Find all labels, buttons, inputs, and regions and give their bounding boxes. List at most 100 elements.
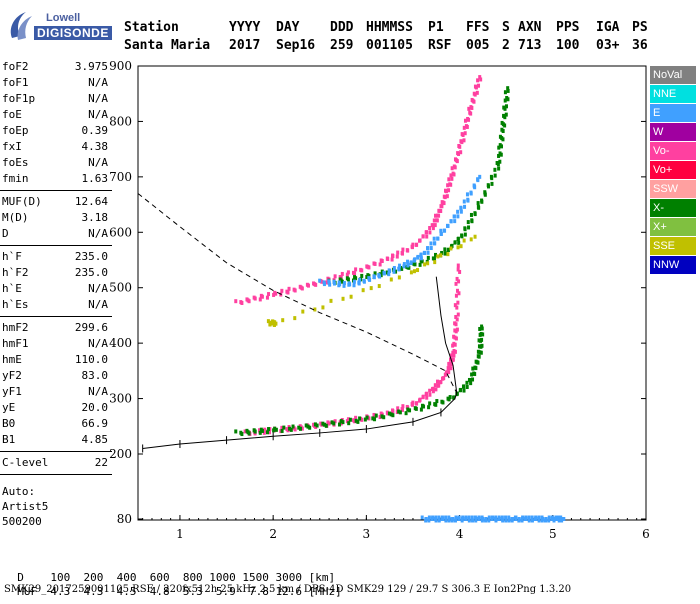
trace-point xyxy=(469,381,473,386)
trace-point xyxy=(386,411,390,416)
trace-point xyxy=(446,248,450,253)
param-value: N/A xyxy=(88,298,108,311)
trace-point xyxy=(469,105,473,110)
trace-point xyxy=(434,218,438,223)
trace-point xyxy=(428,401,432,406)
trace-point xyxy=(412,258,416,263)
trace-point xyxy=(506,86,510,91)
trace-point xyxy=(439,253,443,258)
trace-point xyxy=(466,220,470,225)
trace-point xyxy=(453,157,457,162)
trace-point xyxy=(280,425,284,430)
param-value: N/A xyxy=(88,92,108,105)
trace-point xyxy=(409,270,413,275)
trace-point xyxy=(267,427,271,432)
param-row-he: h`E N/A xyxy=(2,282,108,296)
param-separator xyxy=(0,474,112,475)
param-row-foe: foE N/A xyxy=(2,108,108,122)
trace-point xyxy=(414,401,418,406)
trace-point xyxy=(387,272,391,277)
y-tick-label: 500 xyxy=(109,281,132,295)
trace-point xyxy=(247,431,251,436)
trace-point xyxy=(560,518,564,523)
trace-point xyxy=(465,192,469,197)
trace-point xyxy=(273,426,277,431)
legend-sse: SSE xyxy=(650,237,696,255)
trace-point xyxy=(308,425,312,430)
param-value: 22 xyxy=(94,456,108,469)
trace-point xyxy=(471,377,475,382)
trace-point xyxy=(477,83,481,88)
trace-point xyxy=(449,173,453,178)
trace-point xyxy=(416,255,420,260)
trace-point xyxy=(315,423,319,428)
trace-point xyxy=(429,241,433,246)
trace-point xyxy=(378,415,382,420)
trace-point xyxy=(530,518,534,523)
trace-point xyxy=(354,276,358,281)
trace-point xyxy=(263,428,267,433)
trace-point xyxy=(457,291,461,296)
trace-point xyxy=(341,420,345,425)
trace-point xyxy=(413,262,417,267)
param-label: B0 xyxy=(2,417,16,430)
trace-point xyxy=(373,261,377,266)
param-value: 66.9 xyxy=(81,417,109,430)
trace-point xyxy=(478,174,482,179)
hdr-label-axn: AXN xyxy=(518,20,542,35)
trace-point xyxy=(433,383,437,388)
trace-point xyxy=(479,77,483,82)
trace-point xyxy=(441,400,445,405)
param-label: foF2 xyxy=(2,60,29,73)
trace-point xyxy=(476,204,480,209)
trace-point xyxy=(456,151,460,156)
trace-point xyxy=(391,409,395,414)
param-row-foep: foEp 0.39 xyxy=(2,124,108,138)
trace-point xyxy=(429,246,433,251)
trace-point xyxy=(427,405,431,410)
trace-point xyxy=(286,428,290,433)
param-label: hmF1 xyxy=(2,337,29,350)
trace-point xyxy=(537,518,541,523)
trace-point xyxy=(471,366,475,371)
trace-point xyxy=(433,260,437,265)
trace-point xyxy=(372,275,376,280)
trace-point xyxy=(455,327,459,332)
trace-point xyxy=(418,238,422,243)
trace-point xyxy=(458,388,462,393)
trace-point xyxy=(253,429,257,434)
param-label: hmE xyxy=(2,353,22,366)
trace-point xyxy=(451,171,455,176)
trace-point xyxy=(454,315,458,320)
trace-point xyxy=(445,194,449,199)
trace-point xyxy=(387,411,391,416)
trace-point xyxy=(450,176,454,181)
trace-point xyxy=(434,517,438,521)
trace-point xyxy=(457,279,461,284)
trace-point xyxy=(411,400,415,405)
param-label: h`F2 xyxy=(2,266,29,279)
param-row-fmin: fmin 1.63 xyxy=(2,172,108,186)
trace-point xyxy=(456,300,460,305)
trace-point xyxy=(339,419,343,424)
trace-point xyxy=(273,320,277,325)
trace-point xyxy=(550,517,554,521)
param-row-hmf2: hmF2 299.6 xyxy=(2,321,108,335)
trace-point xyxy=(463,204,467,209)
trace-point xyxy=(453,303,457,308)
param-row-foes: foEs N/A xyxy=(2,156,108,170)
trace-point xyxy=(272,292,276,297)
trace-point xyxy=(396,406,400,411)
trace-point xyxy=(425,395,429,400)
trace-point xyxy=(419,256,423,261)
trace-point xyxy=(476,201,480,206)
trace-point xyxy=(456,245,460,250)
trace-point xyxy=(460,518,464,523)
trace-point xyxy=(513,515,517,520)
trace-point xyxy=(367,265,371,270)
trace-point xyxy=(395,254,399,259)
y-tick-label: 300 xyxy=(109,392,132,406)
trace-point xyxy=(480,518,484,523)
trace-point xyxy=(504,518,508,523)
